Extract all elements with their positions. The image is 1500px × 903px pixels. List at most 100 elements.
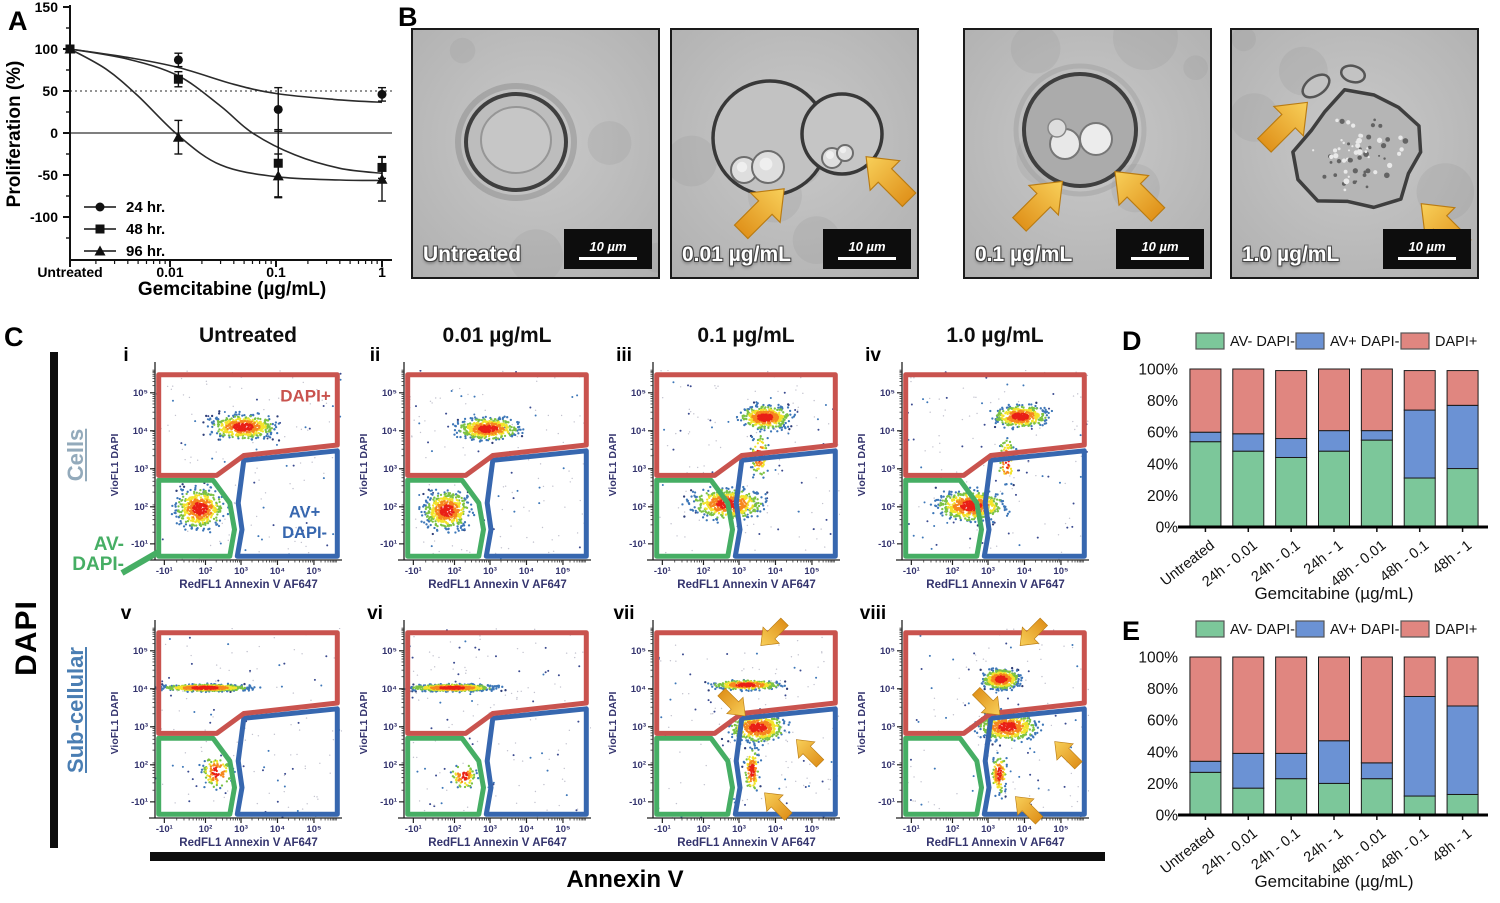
scale-bar-text: 10 µm bbox=[1408, 238, 1446, 254]
flow-column-title-2: 0.01 µg/mL bbox=[442, 324, 552, 347]
bar-segment bbox=[1189, 771, 1222, 816]
svg-text:-10¹: -10¹ bbox=[131, 539, 148, 550]
svg-text:0.01: 0.01 bbox=[156, 264, 183, 280]
flow-column-title-3: 0.1 µg/mL bbox=[697, 324, 795, 347]
gate-dapi-pos bbox=[156, 630, 340, 736]
bar-segment bbox=[1318, 656, 1350, 742]
svg-text:10⁴: 10⁴ bbox=[270, 566, 286, 577]
gate-dapi-pos bbox=[654, 630, 838, 736]
cell-drawing bbox=[711, 79, 884, 197]
micrograph-caption: Untreated bbox=[423, 243, 522, 266]
gate-av-pos bbox=[483, 706, 589, 817]
bar-segment bbox=[1189, 441, 1222, 528]
micrograph-caption: 1.0 µg/mL bbox=[1242, 243, 1340, 266]
svg-text:100: 100 bbox=[35, 41, 59, 57]
scale-bar: 10 µm bbox=[1116, 229, 1204, 269]
cell-drawing bbox=[455, 83, 577, 201]
gate-av-neg bbox=[156, 735, 237, 817]
scale-bar-text: 10 µm bbox=[589, 238, 627, 254]
micrograph-image bbox=[672, 30, 917, 277]
svg-text:10⁴: 10⁴ bbox=[519, 566, 535, 577]
panel-e-stacked-bar-chart: AV- DAPI- AV+ DAPI- DAPI+0%20%40%60%80%100… bbox=[1138, 620, 1488, 891]
svg-text:DAPI-: DAPI- bbox=[282, 524, 327, 542]
svg-text:10⁵: 10⁵ bbox=[804, 566, 819, 577]
scatter-points bbox=[155, 370, 342, 560]
bar-segment bbox=[1275, 778, 1308, 816]
yellow-arrow-icon bbox=[1019, 617, 1049, 646]
panel-c-vertical-bar bbox=[50, 352, 58, 848]
bar-segment bbox=[1232, 787, 1265, 816]
gate-av-neg bbox=[654, 735, 735, 817]
panel-c-horizontal-bar bbox=[150, 852, 1105, 861]
svg-text:10³: 10³ bbox=[383, 464, 397, 475]
gate-av-pos bbox=[732, 448, 838, 559]
bar-segment bbox=[1360, 778, 1393, 816]
yellow-arrow-icon bbox=[1054, 741, 1083, 770]
svg-text:VioFL1 DAPI: VioFL1 DAPI bbox=[358, 434, 370, 497]
svg-text:150: 150 bbox=[35, 0, 59, 15]
flow-plot-ii: -10¹ 10² 10³ 10⁴ 10⁵ -10¹ 10² 10³ 10⁴ 10⁵ RedFL1 A… bbox=[358, 345, 591, 591]
svg-text:RedFL1 Annexin V AF647: RedFL1 Annexin V AF647 bbox=[428, 579, 566, 591]
bar-segment bbox=[1403, 696, 1436, 797]
svg-text:i: i bbox=[123, 345, 128, 366]
yellow-arrow-icon bbox=[1011, 180, 1064, 232]
bar-segment bbox=[1446, 656, 1479, 707]
yellow-arrow-icon bbox=[1256, 101, 1309, 153]
svg-text:DAPI+: DAPI+ bbox=[280, 386, 331, 405]
gate-av-pos bbox=[732, 706, 838, 817]
bar-segment bbox=[1232, 368, 1265, 435]
yellow-arrow-icon bbox=[1114, 170, 1166, 223]
gate-dapi-pos bbox=[903, 630, 1087, 736]
scale-bar: 10 µm bbox=[1383, 229, 1471, 269]
svg-text:10⁵: 10⁵ bbox=[306, 566, 321, 577]
svg-text:ii: ii bbox=[370, 345, 381, 366]
svg-text:1: 1 bbox=[378, 264, 386, 280]
gate-av-neg bbox=[405, 735, 486, 817]
bar-segment bbox=[1275, 438, 1308, 458]
svg-text:iii: iii bbox=[616, 345, 632, 366]
bar-segment bbox=[1360, 368, 1393, 432]
svg-text:10²: 10² bbox=[697, 566, 711, 577]
panel-d-label: D bbox=[1122, 326, 1142, 356]
yellow-arrow-icon bbox=[1015, 796, 1044, 825]
yellow-arrow-icon bbox=[971, 687, 1001, 716]
scale-bar-line bbox=[1398, 256, 1456, 260]
gate-av-neg bbox=[654, 477, 735, 559]
scale-bar-text: 10 µm bbox=[848, 238, 886, 254]
cell-drawing bbox=[1013, 63, 1147, 197]
panel-c-avneg-gate-label: AV- DAPI- bbox=[54, 535, 124, 575]
micrograph-4: 1.0 µg/mL 10 µm bbox=[1230, 28, 1479, 279]
bar-segment bbox=[1189, 656, 1222, 762]
panel-c-dapi-axis-label: DAPI bbox=[10, 600, 43, 676]
panel-c-row-label-cells: Cells bbox=[63, 428, 88, 482]
bar-segment bbox=[1446, 793, 1479, 816]
avneg-line2: DAPI- bbox=[72, 554, 124, 575]
gate-av-pos bbox=[234, 706, 340, 817]
bar-segment bbox=[1360, 439, 1393, 528]
bar-segment bbox=[1403, 409, 1436, 479]
bar-segment bbox=[1275, 456, 1308, 528]
svg-text:-10¹: -10¹ bbox=[380, 539, 397, 550]
bar-segment bbox=[1360, 656, 1393, 764]
flow-plot-i: -10¹ 10² 10³ 10⁴ 10⁵ -10¹ 10² 10³ 10⁴ 10⁵ RedFL1 A… bbox=[109, 345, 342, 591]
svg-text:10⁵: 10⁵ bbox=[631, 388, 646, 399]
svg-text:50: 50 bbox=[42, 83, 58, 99]
svg-text:10⁴: 10⁴ bbox=[382, 426, 398, 437]
svg-text:-100: -100 bbox=[30, 209, 58, 225]
bar-segment bbox=[1232, 656, 1265, 754]
scale-bar-line bbox=[579, 256, 637, 260]
svg-text:10⁵: 10⁵ bbox=[133, 388, 148, 399]
svg-text:Proliferation (%): Proliferation (%) bbox=[4, 61, 25, 208]
bar-segment bbox=[1403, 656, 1436, 697]
scale-bar: 10 µm bbox=[564, 229, 652, 269]
bar-segment bbox=[1403, 477, 1436, 528]
bar-segment bbox=[1275, 752, 1308, 780]
bar-segment bbox=[1275, 370, 1308, 440]
svg-text:AV+: AV+ bbox=[289, 503, 320, 521]
bar-segment bbox=[1446, 404, 1479, 470]
svg-text:10²: 10² bbox=[448, 566, 462, 577]
yellow-arrow-icon bbox=[795, 739, 825, 768]
scatter-points bbox=[404, 628, 591, 818]
